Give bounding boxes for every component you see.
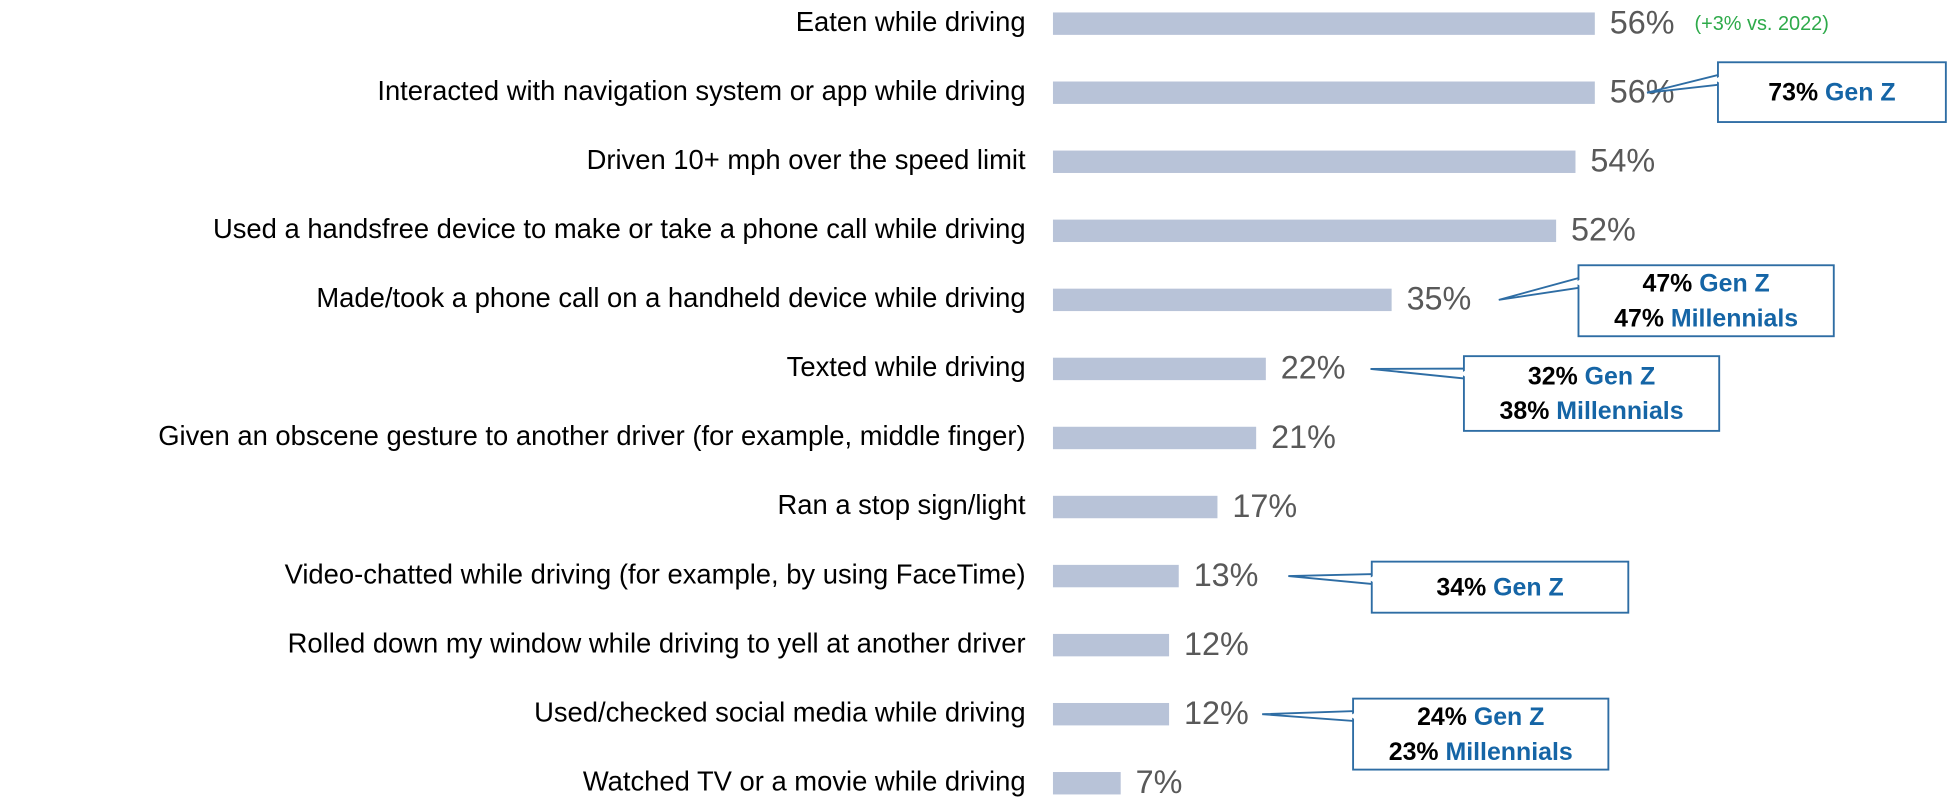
callout-share: 38% — [1500, 397, 1550, 425]
value-label: 35% — [1407, 281, 1472, 317]
bar — [1052, 219, 1557, 243]
category-label: Used/checked social media while driving — [534, 696, 1025, 727]
category-label: Used a handsfree device to make or take … — [213, 213, 1026, 244]
category-label: Ran a stop sign/light — [778, 489, 1026, 520]
callout-share: 47% — [1614, 304, 1664, 332]
callout-gap — [1664, 304, 1671, 332]
bar — [1052, 633, 1170, 657]
category-label: Watched TV or a movie while driving — [583, 765, 1026, 796]
callout-box — [1717, 61, 1947, 123]
callout-group: Gen Z — [1585, 362, 1656, 390]
category-label: Rolled down my window while driving to y… — [288, 627, 1026, 658]
callout-share: 23% — [1389, 737, 1439, 765]
callout-text: 73% Gen Z — [1768, 78, 1895, 106]
callout-group: Millennials — [1671, 304, 1798, 332]
value-label: 12% — [1184, 626, 1249, 662]
callout-joint — [1460, 369, 1467, 378]
value-label: 7% — [1136, 764, 1183, 797]
value-label: 13% — [1194, 557, 1259, 593]
callout-text: 47% Gen Z — [1642, 269, 1769, 297]
callout-pointer — [1262, 710, 1356, 723]
callout-box — [1462, 355, 1721, 432]
bar — [1052, 702, 1170, 726]
callout-group: Gen Z — [1825, 78, 1896, 106]
bar — [1052, 564, 1179, 588]
bar — [1052, 495, 1218, 519]
category-label: Eaten while driving — [796, 6, 1026, 37]
callout-gap — [1486, 573, 1493, 601]
category-label: Given an obscene gesture to another driv… — [158, 420, 1025, 451]
callout-text: 23% Millennials — [1389, 737, 1573, 765]
callout-box — [1370, 560, 1630, 614]
value-label: 21% — [1271, 419, 1336, 455]
bar — [1052, 772, 1121, 795]
callout-group: Millennials — [1445, 737, 1572, 765]
callout-joint — [1714, 75, 1721, 84]
callout-box — [1577, 264, 1835, 338]
callout-gap — [1692, 269, 1699, 297]
bar — [1052, 426, 1257, 450]
callout-group: Gen Z — [1493, 573, 1564, 601]
value-label: 56% — [1610, 4, 1675, 40]
category-label: Interacted with navigation system or app… — [377, 75, 1025, 106]
bar — [1052, 150, 1576, 173]
callout-gap — [1467, 703, 1474, 731]
callout-gap — [1578, 362, 1585, 390]
callout-joint — [1574, 278, 1581, 287]
callout-box — [1352, 697, 1610, 771]
bar — [1052, 81, 1595, 104]
value-label: 12% — [1184, 695, 1249, 731]
callout-group: Gen Z — [1474, 703, 1545, 731]
callout-share: 32% — [1528, 362, 1578, 390]
category-label: Texted while driving — [787, 351, 1026, 382]
callout-gap — [1818, 78, 1825, 106]
bar — [1052, 12, 1595, 35]
category-label: Video-chatted while driving (for example… — [285, 558, 1026, 589]
category-label: Made/took a phone call on a handheld dev… — [316, 282, 1025, 313]
callout-text: 38% Millennials — [1500, 397, 1684, 425]
value-label: 17% — [1232, 488, 1297, 524]
bar — [1052, 288, 1392, 312]
callout-text: 24% Gen Z — [1417, 703, 1544, 731]
bar — [1052, 357, 1266, 381]
callout-pointer — [1288, 573, 1374, 586]
value-label: 54% — [1590, 143, 1655, 179]
annotation: (+3% vs. 2022) — [1694, 13, 1828, 35]
callout-pointer — [1370, 367, 1467, 380]
callout-share: 24% — [1417, 703, 1467, 731]
value-label: 52% — [1571, 212, 1636, 248]
callout-group: Millennials — [1556, 397, 1683, 425]
callout-share: 34% — [1436, 573, 1486, 601]
callout-share: 73% — [1768, 78, 1818, 106]
callout-joint — [1349, 712, 1356, 720]
callout-gap — [1439, 737, 1446, 765]
callout-pointer — [1498, 276, 1581, 301]
callout-text: 47% Millennials — [1614, 304, 1798, 332]
category-label: Driven 10+ mph over the speed limit — [587, 144, 1026, 175]
callout-gap — [1549, 397, 1556, 425]
callout-text: 32% Gen Z — [1528, 362, 1655, 390]
callout-text: 34% Gen Z — [1436, 573, 1563, 601]
callout-group: Gen Z — [1699, 269, 1770, 297]
callout-joint — [1368, 575, 1375, 583]
callout-share: 47% — [1642, 269, 1692, 297]
value-label: 22% — [1281, 350, 1346, 386]
